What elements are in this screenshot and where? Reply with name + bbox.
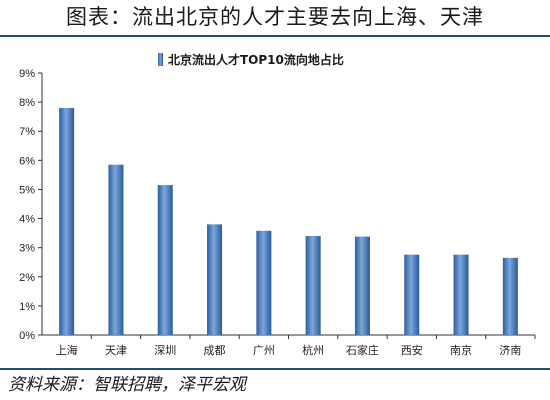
- bar: [157, 185, 173, 335]
- bar: [453, 254, 469, 335]
- x-tick-label: 天津: [105, 344, 127, 357]
- bars: [59, 107, 518, 335]
- x-tick-label: 成都: [204, 344, 226, 357]
- bar: [256, 230, 272, 335]
- y-tick-label: 5%: [19, 184, 35, 196]
- y-tick-label: 1%: [19, 301, 35, 313]
- bar: [354, 236, 370, 335]
- bar: [207, 224, 223, 335]
- tick-labels: 0% 1% 2% 3% 4% 5% 6% 7% 8% 9% 上海 天津 深圳 成都 广州 杭州 石家庄 西安 南京 济…: [19, 68, 521, 357]
- x-tick-label: 杭州: [302, 343, 324, 357]
- bar: [502, 257, 518, 335]
- x-tick-label: 广州: [253, 344, 275, 357]
- y-tick-label: 8%: [19, 97, 35, 109]
- title-rule: [0, 35, 550, 37]
- x-tick-label: 深圳: [154, 344, 176, 357]
- source-rule: [0, 368, 550, 370]
- legend-label: 北京流出人才TOP10流向地占比: [168, 52, 344, 67]
- legend-swatch: [158, 53, 163, 66]
- source-note: 资料来源：智联招聘，泽平宏观: [8, 375, 246, 395]
- x-tick-label: 南京: [450, 343, 472, 357]
- x-tick-label: 石家庄: [346, 343, 379, 357]
- bar: [404, 254, 420, 335]
- x-tick-label: 济南: [499, 343, 521, 357]
- figure-title: 图表：流出北京的人才主要去向上海、天津: [66, 5, 484, 29]
- x-tick-label: 上海: [56, 343, 78, 357]
- y-tick-label: 9%: [19, 68, 35, 80]
- y-tick-label: 3%: [19, 243, 35, 255]
- y-tick-label: 7%: [19, 126, 35, 138]
- y-tick-label: 2%: [19, 272, 35, 284]
- axes: [38, 72, 536, 339]
- bar: [59, 107, 75, 335]
- legend: 北京流出人才TOP10流向地占比: [158, 52, 344, 67]
- bar: [305, 236, 321, 335]
- y-tick-label: 6%: [19, 155, 35, 167]
- y-tick-label: 4%: [19, 214, 35, 226]
- x-tick-label: 西安: [401, 343, 423, 357]
- bar: [108, 164, 124, 335]
- y-tick-label: 0%: [19, 330, 35, 342]
